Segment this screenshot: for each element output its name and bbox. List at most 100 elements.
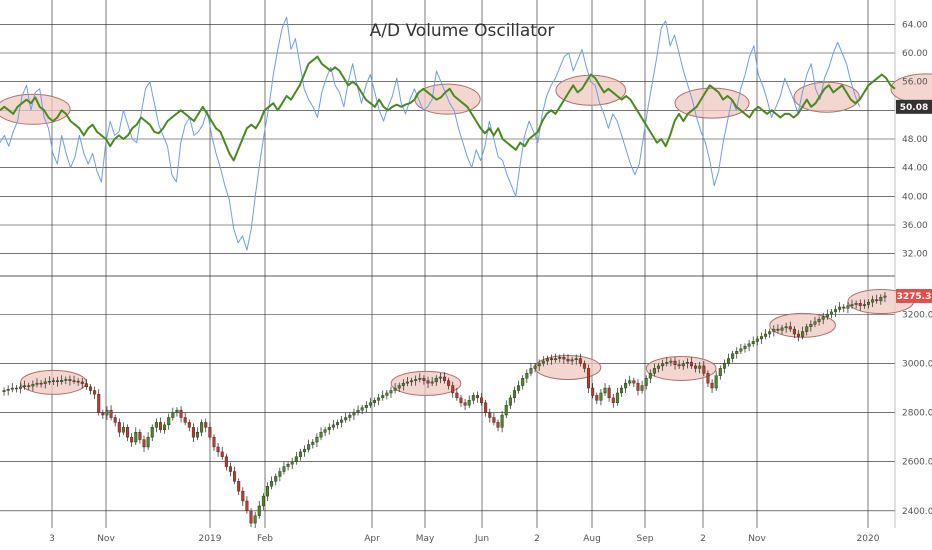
candle-body (673, 360, 677, 365)
candle-body (93, 390, 97, 395)
candle-body (447, 380, 451, 386)
candle-body (319, 432, 323, 438)
candle-body (233, 471, 237, 482)
candle-body (266, 486, 270, 497)
candle-body (566, 358, 570, 362)
candle-body (661, 363, 665, 367)
candle-body (397, 385, 401, 389)
candle-body (39, 382, 43, 385)
candle-body (360, 407, 364, 411)
candle-body (146, 436, 150, 448)
candle-body (253, 515, 257, 524)
y-tick-label: 32.00 (902, 250, 928, 260)
candle-body (72, 380, 76, 382)
candle-body (282, 466, 286, 472)
candle-body (257, 505, 261, 516)
candle-body (443, 376, 447, 381)
candle-body (121, 427, 125, 433)
candle-body (862, 304, 866, 306)
candle-body (27, 385, 31, 387)
candle-body (19, 386, 23, 389)
candle-body (574, 358, 578, 361)
candle-body (805, 326, 809, 332)
oscillator-last-value-badge (896, 99, 932, 114)
candle-body (405, 381, 409, 384)
candle-body (373, 400, 377, 403)
x-tick-label: May (416, 534, 435, 544)
x-tick-label: Nov (748, 534, 766, 544)
candle-body (31, 384, 35, 387)
candle-body (813, 321, 817, 325)
candle-body (335, 422, 339, 426)
candle-body (60, 379, 64, 382)
candle-body (829, 311, 833, 315)
oscillator-series (0, 16, 896, 251)
candle-body (759, 336, 763, 340)
price-last-value-badge (896, 288, 932, 303)
candle-body (451, 385, 455, 394)
candle-body (249, 510, 253, 524)
candle-body (834, 309, 838, 313)
candle-body (611, 397, 615, 403)
candle-body (113, 417, 117, 423)
candle-body (809, 323, 813, 327)
candle-body (356, 409, 360, 413)
y-tick-label: 3000.0 (902, 359, 932, 369)
oscillator-highlights (0, 73, 932, 125)
candle-body (657, 365, 661, 369)
candle-body (764, 333, 768, 337)
candle-body (68, 379, 72, 381)
y-tick-label: 36.00 (902, 221, 928, 231)
x-tick-label: 2 (534, 534, 540, 544)
candle-body (389, 390, 393, 394)
candle-body (665, 362, 669, 364)
candle-body (582, 363, 586, 369)
candle-body (533, 365, 537, 369)
candle-body (484, 402, 488, 413)
candle-body (710, 382, 714, 389)
candle-body (286, 463, 290, 467)
candle-body (492, 417, 496, 423)
x-axis-tick-labels: 3 Nov 2019 Feb Apr May Jun 2 Aug Sep 2 Nov 2020 (49, 534, 880, 544)
candle-body (241, 490, 245, 502)
candle-body (578, 358, 582, 364)
y-tick-label: 2800.0 (902, 409, 932, 419)
candle-body (220, 451, 224, 457)
candle-body (274, 476, 278, 482)
candle-body (751, 341, 755, 345)
candle-body (714, 375, 718, 389)
candle-body (261, 495, 265, 507)
candle-body (204, 422, 208, 428)
candle-body (706, 373, 710, 384)
candle-body (854, 303, 858, 305)
candle-body (640, 385, 644, 391)
y-tick-label: 2600.0 (902, 458, 932, 468)
candle-body (459, 397, 463, 403)
candle-body (80, 381, 84, 384)
candle-body (508, 397, 512, 406)
candle-body (196, 432, 200, 438)
candle-body (109, 409, 113, 418)
candle-body (792, 328, 796, 335)
candle-body (883, 295, 887, 298)
candle-body (731, 353, 735, 359)
y-tick-label: 44.00 (902, 164, 928, 174)
candle-body (685, 362, 689, 364)
candle-body (620, 387, 624, 394)
candle-body (344, 417, 348, 421)
candle-body (747, 343, 751, 347)
candle-body (43, 381, 47, 384)
candle-body (755, 338, 759, 342)
candle-body (422, 378, 426, 381)
candle-body (488, 412, 492, 418)
candle-body (718, 368, 722, 376)
candle-body (846, 305, 850, 309)
candle-body (504, 405, 508, 416)
candle-body (467, 400, 471, 406)
candle-body (788, 326, 792, 330)
candle-body (385, 392, 389, 396)
candle-body (377, 397, 381, 401)
candle-body (455, 392, 459, 399)
candle-body (88, 386, 92, 391)
